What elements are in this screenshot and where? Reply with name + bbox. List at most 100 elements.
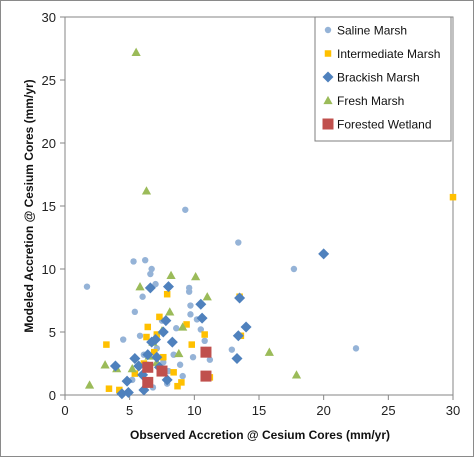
y-tick-label: 0 <box>49 388 56 403</box>
point-brackish-marsh <box>142 349 154 361</box>
legend-label-intermediate-marsh: Intermediate Marsh <box>337 47 440 61</box>
point-fresh-marsh <box>127 363 137 373</box>
point-brackish-marsh <box>121 375 133 387</box>
point-intermediate-marsh <box>188 341 195 348</box>
point-saline-marsh <box>182 206 189 213</box>
point-saline-marsh <box>136 332 144 339</box>
x-axis-title: Observed Accretion @ Cesium Cores (mm/yr… <box>130 428 390 442</box>
legend-label-saline-marsh: Saline Marsh <box>337 24 407 38</box>
y-tick-label: 15 <box>42 199 56 214</box>
x-axis-ticks: 0 5 10 15 20 25 30 <box>61 395 460 418</box>
x-tick-label: 20 <box>316 403 330 418</box>
point-saline-marsh <box>176 361 184 368</box>
point-brackish-marsh <box>150 334 162 346</box>
point-saline-marsh <box>187 302 194 309</box>
series-forested-wetland <box>142 346 212 388</box>
point-fresh-marsh <box>291 370 302 379</box>
point-intermediate-marsh <box>105 385 113 392</box>
point-intermediate-marsh <box>153 331 161 338</box>
point-intermediate-marsh <box>449 193 457 201</box>
point-forested-wetland <box>156 365 168 377</box>
point-brackish-marsh <box>162 281 174 293</box>
point-fresh-marsh <box>131 47 141 56</box>
point-brackish-marsh <box>196 312 208 324</box>
point-brackish-marsh <box>232 330 244 342</box>
point-brackish-marsh <box>129 352 141 364</box>
point-fresh-marsh <box>166 270 176 279</box>
legend-marker-brackish-marsh <box>322 71 334 83</box>
y-tick-label: 25 <box>42 73 56 88</box>
legend-marker-forested-wetland <box>322 118 334 130</box>
y-tick-label: 10 <box>42 262 56 277</box>
point-intermediate-marsh <box>163 290 171 298</box>
point-saline-marsh <box>197 326 204 333</box>
point-forested-wetland <box>142 361 154 373</box>
point-intermediate-marsh <box>174 382 181 390</box>
point-intermediate-marsh <box>183 321 190 328</box>
point-intermediate-marsh <box>156 313 163 321</box>
point-brackish-marsh <box>240 321 252 333</box>
point-brackish-marsh <box>234 292 246 304</box>
point-intermediate-marsh <box>144 323 152 331</box>
point-saline-marsh <box>130 258 137 265</box>
y-tick-label: 30 <box>42 10 56 25</box>
point-fresh-marsh <box>135 282 145 291</box>
legend-marker-fresh-marsh <box>323 95 333 105</box>
point-intermediate-marsh <box>160 353 167 361</box>
x-tick-label: 5 <box>126 403 133 418</box>
point-saline-marsh <box>206 356 214 363</box>
point-intermediate-marsh <box>170 369 177 376</box>
point-intermediate-marsh <box>103 341 110 348</box>
point-saline-marsh <box>147 270 154 278</box>
point-brackish-marsh <box>195 298 207 310</box>
point-fresh-marsh <box>202 292 212 301</box>
point-intermediate-marsh <box>116 386 123 394</box>
point-fresh-marsh <box>174 348 184 358</box>
point-saline-marsh <box>187 311 194 318</box>
legend-label-fresh-marsh: Fresh Marsh <box>337 94 404 108</box>
point-saline-marsh <box>201 337 208 345</box>
point-fresh-marsh <box>191 271 201 281</box>
point-intermediate-marsh <box>143 333 150 341</box>
point-brackish-marsh <box>144 282 156 294</box>
point-brackish-marsh <box>231 352 243 364</box>
point-forested-wetland <box>200 370 212 382</box>
point-saline-marsh <box>152 280 159 288</box>
point-saline-marsh <box>148 265 155 273</box>
point-fresh-marsh <box>178 322 188 331</box>
legend-marker-intermediate-marsh <box>324 50 332 57</box>
point-saline-marsh <box>131 308 139 316</box>
point-saline-marsh <box>83 283 91 290</box>
x-tick-label: 25 <box>381 403 395 418</box>
y-tick-label: 20 <box>42 136 56 151</box>
legend-label-brackish-marsh: Brackish Marsh <box>337 71 420 85</box>
point-saline-marsh <box>352 345 360 352</box>
legend-box <box>314 16 452 142</box>
series-brackish-marsh <box>109 248 330 400</box>
point-intermediate-marsh <box>150 348 158 356</box>
point-brackish-marsh <box>318 248 330 260</box>
point-saline-marsh <box>120 336 127 343</box>
point-saline-marsh <box>141 256 149 264</box>
x-tick-label: 15 <box>252 403 266 418</box>
y-tick-label: 5 <box>49 325 56 340</box>
y-axis-title: Modeled Accretion @ Cesium Cores (mm/yr) <box>22 79 36 332</box>
x-tick-label: 0 <box>61 403 68 418</box>
point-brackish-marsh <box>161 374 173 386</box>
point-saline-marsh <box>173 325 180 332</box>
legend-marker-saline-marsh <box>324 26 332 34</box>
point-intermediate-marsh <box>178 379 185 386</box>
point-fresh-marsh <box>100 360 110 369</box>
point-intermediate-marsh <box>131 370 139 377</box>
point-saline-marsh <box>235 239 242 246</box>
point-fresh-marsh <box>165 307 175 316</box>
point-forested-wetland <box>142 376 154 388</box>
point-saline-marsh <box>139 293 146 300</box>
point-brackish-marsh <box>166 336 178 348</box>
legend-label-forested-wetland: Forested Wetland <box>337 118 432 132</box>
point-brackish-marsh <box>157 326 169 338</box>
point-saline-marsh <box>228 346 236 353</box>
point-brackish-marsh <box>160 315 172 327</box>
